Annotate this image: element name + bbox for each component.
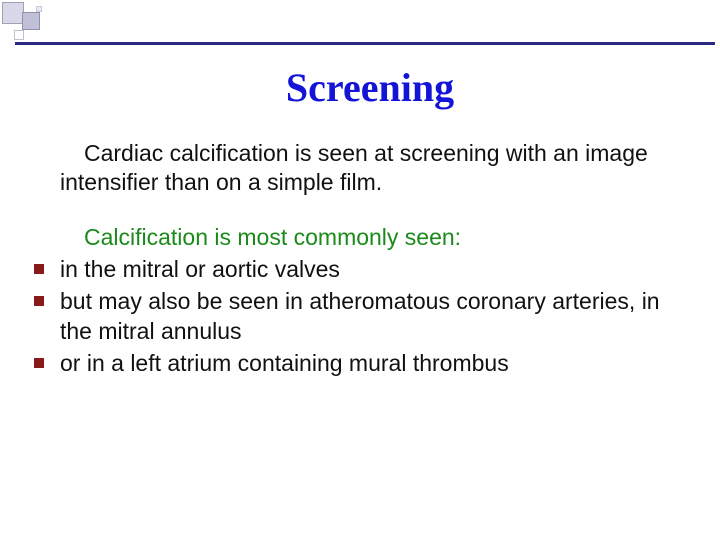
decor-square [36, 6, 42, 12]
list-item: in the mitral or aortic valves [60, 255, 680, 285]
square-bullet-icon [34, 264, 44, 274]
intro-paragraph: Cardiac calcification is seen at screeni… [60, 139, 680, 197]
square-bullet-icon [34, 358, 44, 368]
decor-square [14, 30, 24, 40]
subheading: Calcification is most commonly seen: [60, 223, 680, 252]
bullet-list: in the mitral or aortic valves but may a… [60, 255, 680, 379]
decor-square [2, 2, 24, 24]
decor-square [22, 12, 40, 30]
list-item-text: in the mitral or aortic valves [60, 256, 340, 282]
slide-title: Screening [60, 64, 680, 111]
list-item: or in a left atrium containing mural thr… [60, 349, 680, 379]
list-item-text: but may also be seen in atheromatous cor… [60, 288, 660, 344]
corner-decoration [0, 0, 720, 50]
list-item-text: or in a left atrium containing mural thr… [60, 350, 509, 376]
list-item: but may also be seen in atheromatous cor… [60, 287, 680, 347]
square-bullet-icon [34, 296, 44, 306]
header-rule [15, 42, 715, 45]
slide-content: Screening Cardiac calcification is seen … [0, 60, 720, 381]
